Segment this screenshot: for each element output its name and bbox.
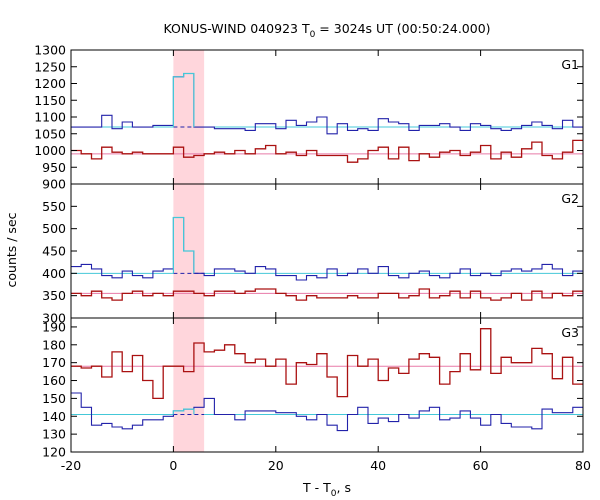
burst-peak-series [172, 72, 195, 128]
x-tick-label: 80 [575, 458, 591, 473]
x-tick-label: -20 [61, 458, 81, 473]
background-series [71, 139, 583, 163]
y-tick-label: 190 [42, 319, 66, 334]
panel-g1 [71, 72, 583, 163]
pulse-series [71, 72, 583, 135]
x-tick-label: 0 [169, 458, 177, 473]
burst-peak-series [172, 408, 195, 415]
y-tick-label: 500 [42, 221, 66, 236]
y-tick-label: 300 [42, 311, 66, 326]
y-tick-label: 400 [42, 266, 66, 281]
y-axis-label: counts / sec [4, 212, 19, 287]
panel-frame [70, 317, 584, 453]
x-axis-label: T - T0, s [302, 480, 351, 499]
panel-label: G1 [561, 57, 579, 72]
y-tick-label: 130 [42, 427, 66, 442]
x-tick-label: 60 [473, 458, 489, 473]
chart-title: KONUS-WIND 040923 T0 = 3024s UT (00:50:2… [163, 21, 490, 40]
y-tick-label: 1100 [34, 110, 66, 125]
y-tick-label: 900 [42, 177, 66, 192]
y-tick-label: 120 [42, 445, 66, 460]
x-tick-label: 40 [370, 458, 386, 473]
y-tick-label: 1150 [34, 93, 66, 108]
y-tick-label: 160 [42, 373, 66, 388]
pulse-series [71, 392, 583, 432]
y-tick-label: 950 [42, 160, 66, 175]
panel-label: G3 [561, 325, 579, 340]
y-tick-label: 1000 [34, 143, 66, 158]
y-tick-label: 140 [42, 409, 66, 424]
y-tick-label: 1200 [34, 76, 66, 91]
y-tick-label: 550 [42, 199, 66, 214]
y-tick-label: 150 [42, 391, 66, 406]
background-series [71, 288, 583, 301]
y-tick-label: 1050 [34, 126, 66, 141]
panel-label: G2 [561, 191, 579, 206]
y-tick-label: 350 [42, 288, 66, 303]
y-tick-label: 450 [42, 244, 66, 259]
y-tick-label: 180 [42, 337, 66, 352]
y-tick-label: 170 [42, 355, 66, 370]
background-series [71, 328, 583, 400]
burst-peak-series [172, 216, 195, 274]
y-tick-label: 1300 [34, 43, 66, 58]
y-tick-label: 1250 [34, 59, 66, 74]
panel-g2 [71, 216, 583, 301]
x-tick-label: 20 [268, 458, 284, 473]
pulse-series [71, 216, 583, 281]
panel-g3 [71, 328, 583, 432]
